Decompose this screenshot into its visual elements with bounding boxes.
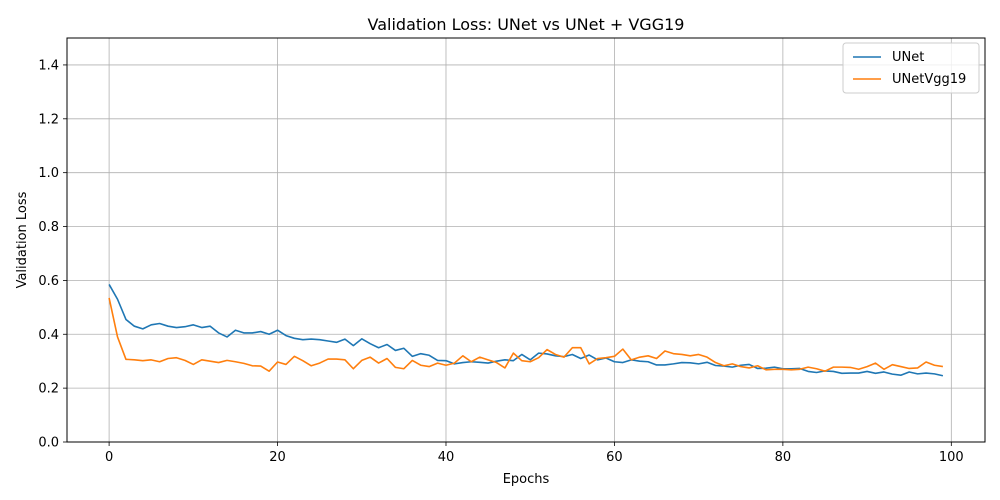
x-tick-label: 60 bbox=[606, 450, 623, 465]
legend-label-unetvgg19: UNetVgg19 bbox=[892, 72, 966, 87]
axes-frame bbox=[66, 37, 986, 443]
y-axis-ticks: 0.0 0.2 0.4 0.6 0.8 1.0 1.2 1.4 bbox=[38, 58, 67, 451]
x-axis-ticks: 0 20 40 60 80 100 bbox=[105, 442, 964, 465]
y-axis-label: Validation Loss bbox=[15, 191, 30, 288]
legend: UNet UNetVgg19 bbox=[842, 42, 980, 94]
x-tick-label: 40 bbox=[438, 450, 455, 465]
x-tick-label: 80 bbox=[775, 450, 792, 465]
series-line-unetvgg19 bbox=[108, 297, 944, 372]
y-tick-label: 0.0 bbox=[38, 436, 59, 451]
legend-box bbox=[842, 42, 980, 94]
x-tick-label: 0 bbox=[105, 450, 113, 465]
legend-label-unet: UNet bbox=[892, 50, 924, 65]
y-tick-label: 1.0 bbox=[38, 166, 59, 181]
x-tick-label: 100 bbox=[939, 450, 964, 465]
y-tick-label: 0.2 bbox=[38, 382, 59, 397]
series-line-unet bbox=[108, 284, 944, 377]
y-tick-label: 0.8 bbox=[38, 220, 59, 235]
x-axis-label: Epochs bbox=[503, 472, 550, 487]
y-tick-label: 0.6 bbox=[38, 274, 59, 289]
x-tick-label: 20 bbox=[269, 450, 286, 465]
y-tick-label: 1.4 bbox=[38, 58, 59, 73]
chart-title: Validation Loss: UNet vs UNet + VGG19 bbox=[368, 15, 685, 34]
y-tick-label: 0.4 bbox=[38, 328, 59, 343]
y-tick-label: 1.2 bbox=[38, 112, 59, 127]
series-layer bbox=[108, 284, 944, 377]
